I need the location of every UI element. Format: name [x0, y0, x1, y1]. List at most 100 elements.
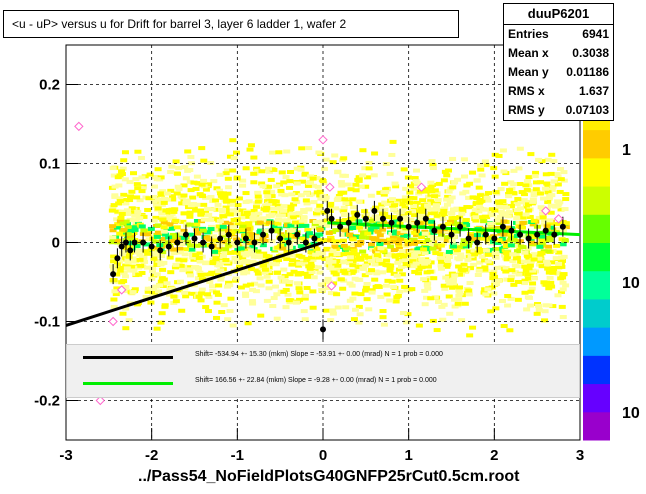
heatmap-cell [514, 196, 522, 201]
heatmap-cell [491, 152, 499, 157]
heatmap-cell [379, 309, 387, 314]
heatmap-cell [392, 299, 400, 304]
heatmap-cell [268, 199, 276, 204]
heatmap-cell [549, 184, 557, 189]
heatmap-cell [304, 228, 312, 233]
heatmap-cell [355, 225, 363, 230]
heatmap-cell [463, 183, 471, 188]
heatmap-cell [390, 285, 398, 290]
heatmap-cell [298, 223, 306, 228]
heatmap-cell [109, 235, 117, 240]
color-scale-cell [583, 298, 610, 328]
heatmap-cell [470, 212, 478, 217]
heatmap-cell [534, 242, 542, 247]
heatmap-cell [450, 283, 458, 288]
heatmap-cell [417, 216, 425, 221]
heatmap-cell [346, 281, 354, 286]
heatmap-cell [233, 237, 241, 242]
heatmap-cell [386, 252, 394, 257]
heatmap-cell [124, 225, 132, 230]
heatmap-cell [212, 256, 220, 261]
heatmap-cell [510, 231, 518, 236]
heatmap-cell [242, 191, 250, 196]
heatmap-cell [443, 258, 451, 263]
heatmap-cell [417, 207, 425, 212]
heatmap-cell [152, 203, 160, 208]
heatmap-cell [469, 195, 477, 200]
heatmap-cell [342, 201, 350, 206]
heatmap-cell [376, 233, 384, 238]
heatmap-cell [349, 225, 357, 230]
heatmap-cell [119, 265, 127, 270]
heatmap-cell [326, 203, 334, 208]
heatmap-cell [167, 226, 175, 231]
heatmap-cell [268, 261, 276, 266]
heatmap-cell [116, 196, 124, 201]
heatmap-cell [549, 304, 557, 309]
heatmap-cell [529, 268, 537, 273]
heatmap-cell [346, 298, 354, 303]
heatmap-cell [208, 270, 216, 275]
heatmap-cell [130, 268, 138, 273]
heatmap-cell [392, 184, 400, 189]
heatmap-cell [175, 166, 183, 171]
heatmap-cell [541, 318, 549, 323]
heatmap-cell [193, 219, 201, 224]
heatmap-cell [168, 164, 176, 169]
heatmap-cell [282, 305, 290, 310]
heatmap-cell [516, 146, 524, 151]
heatmap-cell [390, 207, 398, 212]
heatmap-cell [180, 193, 188, 198]
heatmap-cell [215, 224, 223, 229]
heatmap-cell [535, 157, 543, 162]
heatmap-cell [531, 276, 539, 281]
heatmap-cell [349, 237, 357, 242]
heatmap-cell [134, 149, 142, 154]
heatmap-cell [194, 181, 202, 186]
heatmap-cell [537, 251, 545, 256]
heatmap-cell [448, 239, 456, 244]
heatmap-cell [157, 191, 165, 196]
heatmap-cell [421, 251, 429, 256]
heatmap-cell [364, 175, 372, 180]
heatmap-cell [217, 277, 225, 282]
fit-text: Shift= -534.94 +- 15.30 (mkm) Slope = -5… [195, 351, 443, 358]
heatmap-cell [337, 180, 345, 185]
heatmap-cell [552, 256, 560, 261]
heatmap-cell [491, 208, 499, 213]
heatmap-cell [113, 272, 121, 277]
heatmap-cell [559, 315, 567, 320]
heatmap-cell [204, 212, 212, 217]
heatmap-cell [513, 216, 521, 221]
stats-value: 0.3038 [572, 46, 609, 60]
heatmap-cell [274, 203, 282, 208]
heatmap-cell [386, 265, 394, 270]
heatmap-cell [554, 199, 562, 204]
heatmap-cell [552, 204, 560, 209]
heatmap-cell [263, 298, 271, 303]
heatmap-cell [253, 235, 261, 240]
heatmap-cell [154, 206, 162, 211]
heatmap-cell [315, 265, 323, 270]
heatmap-cell [207, 194, 215, 199]
heatmap-cell [351, 307, 359, 312]
heatmap-cell [459, 242, 467, 247]
heatmap-cell [193, 227, 201, 232]
heatmap-cell [198, 287, 206, 292]
heatmap-cell [355, 199, 363, 204]
heatmap-cell [158, 276, 166, 281]
heatmap-cell [283, 218, 291, 223]
heatmap-cell [457, 252, 465, 257]
heatmap-cell [544, 190, 552, 195]
heatmap-cell [357, 257, 365, 262]
heatmap-cell [170, 294, 178, 299]
heatmap-cell [436, 256, 444, 261]
heatmap-cell [320, 210, 328, 215]
heatmap-cell [530, 257, 538, 262]
heatmap-cell [286, 185, 294, 190]
heatmap-cell [410, 186, 418, 191]
data-point [122, 239, 129, 246]
heatmap-cell [546, 238, 554, 243]
heatmap-cell [361, 166, 369, 171]
heatmap-cell [158, 311, 166, 316]
